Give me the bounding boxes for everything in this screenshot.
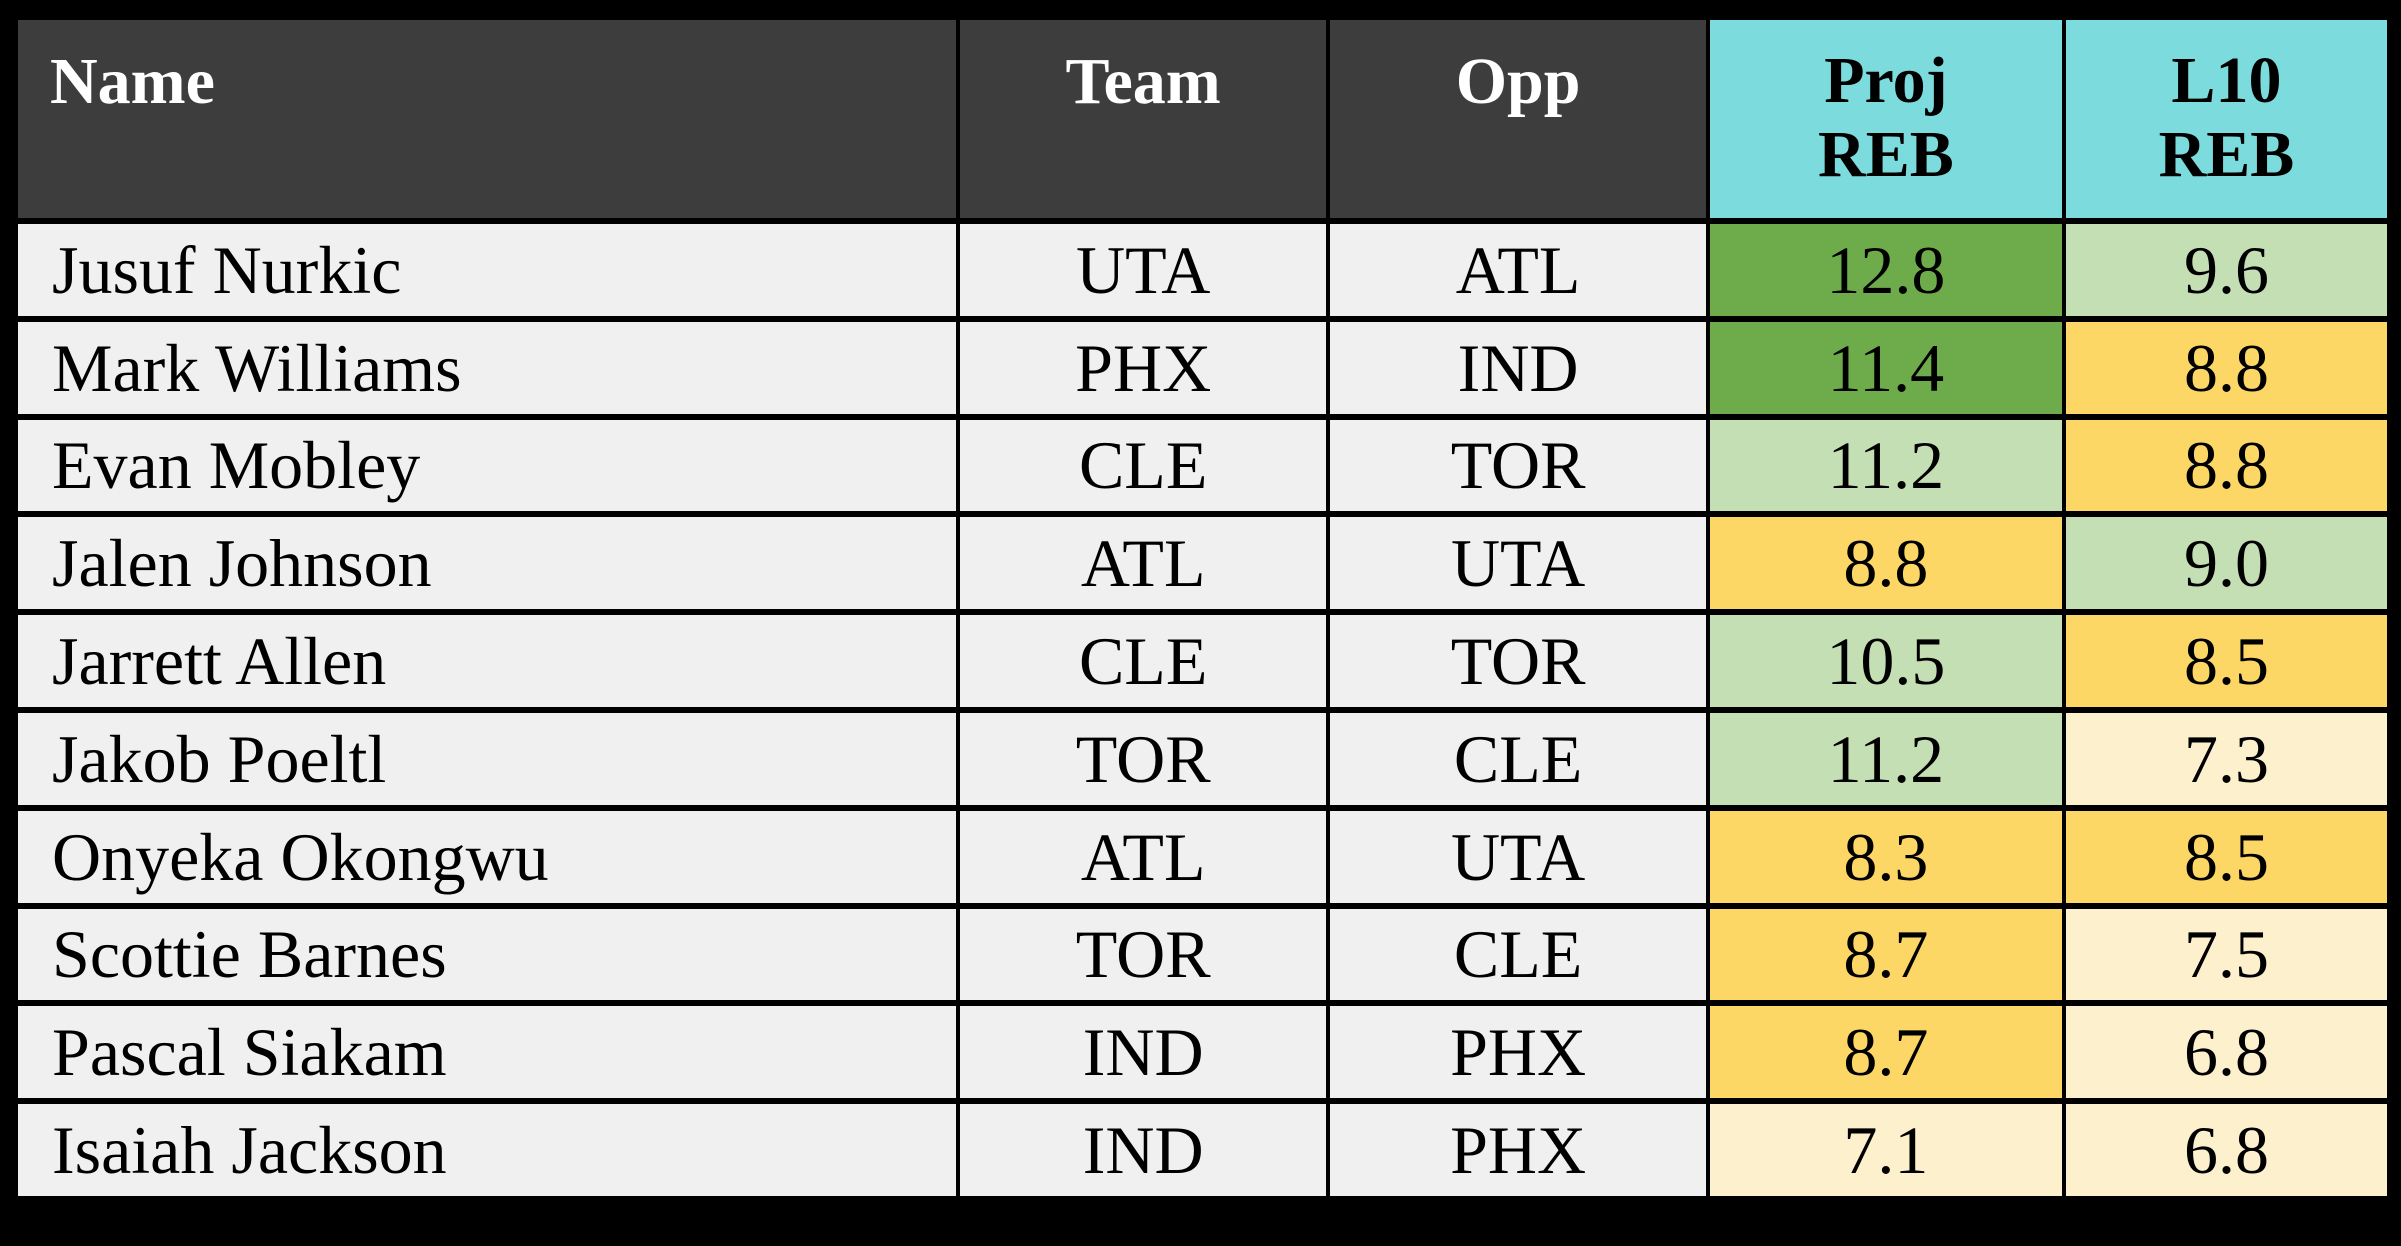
table-row: Mark Williams PHX IND 11.4 8.8 (13, 315, 2392, 420)
opp-cell: PHX (1326, 1098, 1710, 1202)
team-cell: ATL (956, 511, 1331, 616)
l10-reb-cell: 7.3 (2061, 706, 2392, 811)
table-row: Jakob Poeltl TOR CLE 11.2 7.3 (13, 706, 2392, 811)
opp-cell: CLE (1326, 902, 1710, 1007)
opp-cell: IND (1326, 315, 1710, 420)
l10-reb-cell: 8.5 (2061, 609, 2392, 713)
player-name-cell: Jarrett Allen (13, 609, 961, 713)
opp-cell: CLE (1326, 706, 1710, 811)
player-name-cell: Mark Williams (13, 315, 961, 420)
team-cell: PHX (956, 315, 1331, 420)
l10-reb-cell: 9.0 (2061, 511, 2392, 616)
column-header-proj-reb: Proj REB (1705, 14, 2066, 224)
table-header: Name Team Opp Proj REB L10 REB (13, 14, 2392, 224)
team-cell: IND (956, 1098, 1331, 1202)
opp-cell: ATL (1326, 218, 1710, 322)
team-cell: TOR (956, 902, 1331, 1007)
team-cell: ATL (956, 804, 1331, 909)
player-name-cell: Evan Mobley (13, 413, 961, 518)
proj-reb-cell: 7.1 (1705, 1098, 2066, 1202)
table-row: Jarrett Allen CLE TOR 10.5 8.5 (13, 609, 2392, 713)
proj-reb-cell: 8.7 (1705, 1000, 2066, 1105)
l10-reb-header-line1: L10 (2171, 44, 2282, 117)
column-header-l10-reb: L10 REB (2061, 14, 2392, 224)
l10-reb-cell: 6.8 (2061, 1098, 2392, 1202)
table-row: Pascal Siakam IND PHX 8.7 6.8 (13, 1000, 2392, 1105)
table-row: Isaiah Jackson IND PHX 7.1 6.8 (13, 1098, 2392, 1202)
l10-reb-cell: 9.6 (2061, 218, 2392, 322)
l10-reb-cell: 6.8 (2061, 1000, 2392, 1105)
table-row: Jusuf Nurkic UTA ATL 12.8 9.6 (13, 218, 2392, 322)
l10-reb-cell: 7.5 (2061, 902, 2392, 1007)
proj-reb-cell: 8.7 (1705, 902, 2066, 1007)
table-body: Jusuf Nurkic UTA ATL 12.8 9.6 Mark Willi… (13, 218, 2392, 1202)
header-row: Name Team Opp Proj REB L10 REB (13, 14, 2392, 224)
player-name-cell: Pascal Siakam (13, 1000, 961, 1105)
proj-reb-cell: 12.8 (1705, 218, 2066, 322)
player-name-cell: Jusuf Nurkic (13, 218, 961, 322)
player-name-cell: Scottie Barnes (13, 902, 961, 1007)
opp-cell: TOR (1326, 609, 1710, 713)
player-name-cell: Jakob Poeltl (13, 706, 961, 811)
team-cell: CLE (956, 609, 1331, 713)
team-cell: UTA (956, 218, 1331, 322)
opp-cell: PHX (1326, 1000, 1710, 1105)
table-row: Onyeka Okongwu ATL UTA 8.3 8.5 (13, 804, 2392, 909)
proj-reb-cell: 11.2 (1705, 413, 2066, 518)
proj-reb-header-line2: REB (1818, 117, 1954, 191)
proj-reb-header-line1: Proj (1824, 44, 1948, 117)
proj-reb-cell: 11.2 (1705, 706, 2066, 811)
opp-cell: UTA (1326, 804, 1710, 909)
player-name-cell: Jalen Johnson (13, 511, 961, 616)
column-header-team: Team (956, 14, 1331, 224)
team-cell: CLE (956, 413, 1331, 518)
player-name-cell: Isaiah Jackson (13, 1098, 961, 1202)
rebound-projections-table: Name Team Opp Proj REB L10 REB Jusuf Nur… (13, 14, 2392, 1202)
proj-reb-cell: 8.3 (1705, 804, 2066, 909)
column-header-name: Name (13, 14, 961, 224)
team-cell: TOR (956, 706, 1331, 811)
l10-reb-header-line2: REB (2158, 117, 2295, 191)
player-name-cell: Onyeka Okongwu (13, 804, 961, 909)
opp-cell: UTA (1326, 511, 1710, 616)
proj-reb-cell: 10.5 (1705, 609, 2066, 713)
table-row: Jalen Johnson ATL UTA 8.8 9.0 (13, 511, 2392, 616)
proj-reb-cell: 8.8 (1705, 511, 2066, 616)
team-cell: IND (956, 1000, 1331, 1105)
table-row: Evan Mobley CLE TOR 11.2 8.8 (13, 413, 2392, 518)
column-header-opp: Opp (1326, 14, 1710, 224)
l10-reb-cell: 8.5 (2061, 804, 2392, 909)
opp-cell: TOR (1326, 413, 1710, 518)
table-row: Scottie Barnes TOR CLE 8.7 7.5 (13, 902, 2392, 1007)
proj-reb-cell: 11.4 (1705, 315, 2066, 420)
l10-reb-cell: 8.8 (2061, 315, 2392, 420)
l10-reb-cell: 8.8 (2061, 413, 2392, 518)
